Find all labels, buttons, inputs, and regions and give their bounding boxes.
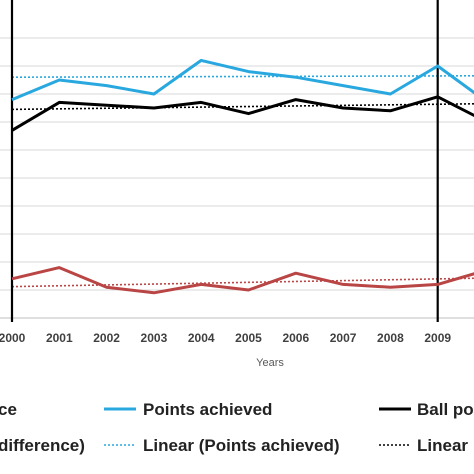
legend-item-linear-ball-possession: Linear <box>417 436 468 455</box>
x-tick-label: 2003 <box>141 331 168 345</box>
legend-item-points-achieved: Points achieved <box>143 400 272 419</box>
x-tick-label: 2001 <box>46 331 73 345</box>
gridlines <box>0 37 474 319</box>
x-tick-labels: 2000 2001 2002 2003 2004 2005 2006 2007 2008 2009… <box>0 331 451 345</box>
series-line-points-achieved <box>11 58 474 101</box>
x-tick-label: 2006 <box>282 331 309 345</box>
series-line-goal-difference <box>11 266 474 295</box>
series-lines <box>11 58 474 295</box>
x-tick-label: 2005 <box>235 331 262 345</box>
legend-item-linear-points-achieved: Linear (Points achieved) <box>143 436 340 455</box>
x-tick-label: 2002 <box>93 331 120 345</box>
x-tick-label: 2000 <box>0 331 26 345</box>
legend-item-ball-possession: Ball po <box>417 400 474 419</box>
x-axis-title: Years <box>256 357 284 369</box>
legend: ce Points achieved Ball po difference) L… <box>0 400 474 455</box>
trendline-goal-difference <box>11 277 474 288</box>
x-tick-label: 2007 <box>330 331 357 345</box>
x-tick-label: 2004 <box>188 331 215 345</box>
trendline-ball-possession <box>11 103 474 111</box>
trendlines <box>11 75 474 288</box>
x-tick-label: 2009 <box>424 331 451 345</box>
x-tick-label: 2008 <box>377 331 404 345</box>
trendline-points-achieved <box>11 75 474 78</box>
legend-item-linear-goal-difference: difference) <box>0 436 85 455</box>
vertical-markers <box>10 0 439 322</box>
legend-item-goal-difference: ce <box>0 400 17 419</box>
series-line-ball-possession <box>11 95 474 132</box>
